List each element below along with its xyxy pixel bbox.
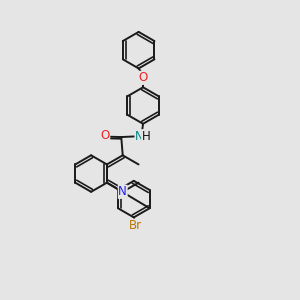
Text: O: O [138,71,148,84]
Text: O: O [100,129,110,142]
Text: H: H [142,130,150,143]
Text: N: N [118,185,127,198]
Text: N: N [135,130,144,143]
Text: Br: Br [129,219,142,232]
